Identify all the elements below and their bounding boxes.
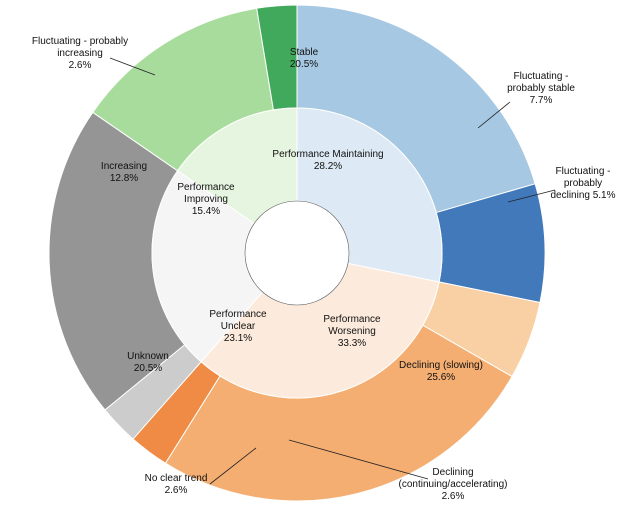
leader-lines <box>109 57 556 485</box>
leader-fluctuating-probably-increasing <box>109 57 156 76</box>
outer-label-fluctuating-probably-stable: Fluctuating -probably stable 7.7% <box>507 71 575 106</box>
inner-label-performance-worsening: Performance Worsening 33.3% <box>323 314 381 349</box>
outer-label-unknown: Unknown 20.5% <box>127 351 169 374</box>
inner-label-performance-improving: Performance Improving 15.4% <box>177 182 235 217</box>
outer-label-no-clear-trend: No clear trend 2.6% <box>145 473 208 496</box>
outer-label-stable: Stable 20.5% <box>290 47 319 70</box>
outer-ring <box>48 4 546 502</box>
slice-labels: Performance Maintaining 28.2% Performance W… <box>32 36 616 502</box>
leader-no-clear-trend <box>209 447 257 485</box>
outer-label-increasing: Increasing 12.8% <box>101 161 147 184</box>
center-hole <box>244 200 350 306</box>
inner-ring <box>151 107 443 399</box>
leader-declining-continuing-accelerating <box>288 439 429 480</box>
leader-fluctuating-probably-declining <box>507 189 556 203</box>
outer-label-declining-continuing-accelerating: Declining (continuing/accelerating) 2.6% <box>399 467 508 502</box>
outer-label-fluctuating-probably-increasing: Fluctuating - probably increasing 2.6% <box>32 36 128 71</box>
inner-label-performance-unclear: Performance Unclear 23.1% <box>209 309 267 344</box>
outer-label-declining-slowing: Declining (slowing) 25.6% <box>399 360 483 383</box>
inner-label-performance-maintaining: Performance Maintaining 28.2% <box>272 149 383 172</box>
leader-fluctuating-probably-stable <box>477 101 511 129</box>
outer-label-fluctuating-probably-declining: Fluctuating -probably declining 5.1% <box>550 166 615 201</box>
